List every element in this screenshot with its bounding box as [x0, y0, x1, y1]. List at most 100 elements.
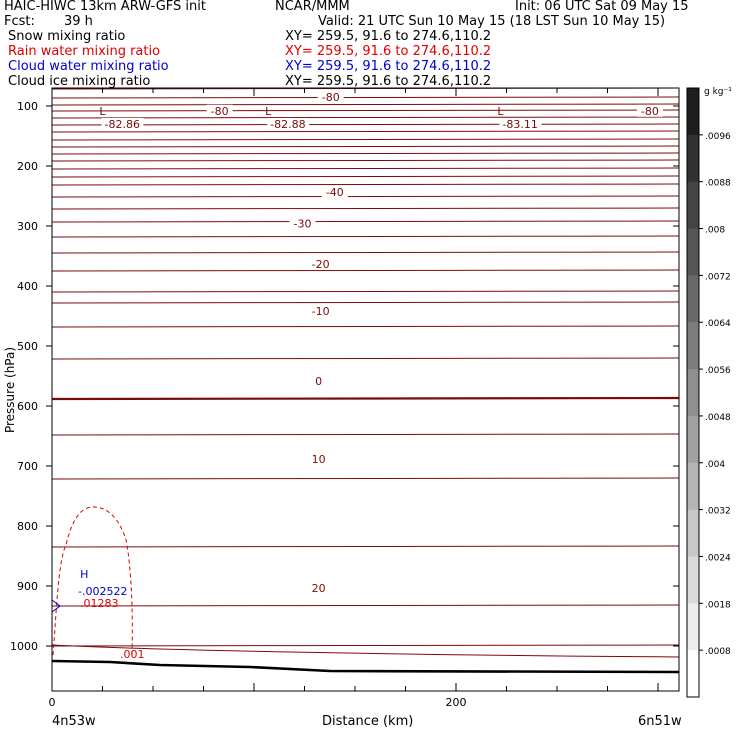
temperature-label: -10: [312, 305, 330, 318]
temperature-contour: [51, 644, 680, 647]
contour-label-bg: [317, 91, 344, 103]
field-snow-name: Snow mixing ratio: [8, 29, 126, 44]
colorbar-segment: [687, 415, 699, 464]
colorbar-tick-label: .004: [705, 460, 725, 470]
colorbar-segment: [687, 181, 699, 230]
temperature-label: 20: [312, 582, 326, 595]
cloud-water-max-value: -.002522: [78, 585, 127, 598]
temperature-contour: [51, 290, 680, 293]
x-tick-label: 0: [49, 696, 56, 709]
colorbar-tick-label: .0056: [705, 366, 731, 376]
fcst-value: 39 h: [64, 14, 93, 29]
temperature-label: -40: [326, 186, 344, 199]
temperature-contour: [51, 175, 680, 178]
minimum-value-bg: [267, 118, 310, 130]
temperature-contour: [51, 123, 680, 126]
temperature-contour: [51, 145, 680, 148]
temperature-label: -30: [293, 218, 311, 231]
temperature-label: 0: [315, 375, 322, 388]
colorbar-segment: [687, 650, 699, 698]
colorbar-tick-label: .0064: [705, 319, 731, 329]
colorbar-segment: [687, 369, 699, 417]
temperature-label: -20: [312, 258, 330, 271]
y-tick-label: 800: [17, 520, 38, 533]
temperature-contour: [51, 235, 680, 238]
field-cloudice-name: Cloud ice mixing ratio: [8, 74, 151, 89]
contour-label-bg: [206, 104, 233, 117]
rain-max-value: .01283: [80, 597, 119, 610]
cloud-water-contour: [51, 599, 61, 613]
y-tick-label: 100: [17, 100, 38, 113]
colorbar-tick-label: .0018: [705, 600, 731, 610]
field-snow-xy: XY= 259.5, 91.6 to 274.6,110.2: [285, 29, 492, 44]
temperature-contour: [51, 433, 680, 436]
temperature-contour: [51, 138, 680, 141]
high-symbol: H: [80, 568, 88, 581]
init-time: Init: 06 UTC Sat 09 May 15: [515, 0, 689, 14]
x-tick-label: 200: [446, 696, 467, 709]
y-tick-label: 200: [17, 160, 38, 173]
colorbar-segment: [687, 228, 699, 276]
rain-contour: [52, 506, 133, 657]
field-rain-name: Rain water mixing ratio: [8, 44, 161, 59]
plot-frame: [51, 87, 680, 692]
temperature-contour: [51, 269, 680, 272]
temperature-label: 10: [312, 453, 326, 466]
colorbar-tick-label: .0032: [705, 507, 731, 517]
temperature-contour: [51, 545, 680, 548]
field-cloudwater-name: Cloud water mixing ratio: [8, 59, 169, 74]
minimum-value-bg: [101, 118, 144, 130]
colorbar-segment: [687, 462, 699, 511]
contour-label-bg: [305, 374, 332, 387]
plot-title: HAIC-HIWC 13km ARW-GFS init: [4, 0, 206, 14]
contour-label-bg: [289, 217, 316, 230]
center-name: NCAR/MMM: [275, 0, 350, 14]
field-cloudwater-xy: XY= 259.5, 91.6 to 274.6,110.2: [285, 59, 492, 74]
low-value: -82.88: [270, 118, 305, 131]
temperature-contour: [51, 183, 680, 186]
low-symbol: L: [265, 105, 272, 118]
colorbar-tick-label: .0024: [705, 553, 731, 563]
colorbar-segment: [687, 509, 699, 557]
temperature-contour: [51, 167, 680, 170]
colorbar-unit: g kg⁻¹: [704, 87, 732, 97]
colorbar-tick-label: .0072: [705, 272, 731, 282]
temperature-contour: [51, 96, 680, 99]
y-tick-label: 500: [17, 340, 38, 353]
temperature-contour: [51, 103, 680, 106]
y-axis-title: Pressure (hPa): [3, 347, 17, 433]
colorbar-tick-label: .0088: [705, 179, 731, 189]
field-rain-xy: XY= 259.5, 91.6 to 274.6,110.2: [285, 44, 492, 59]
temperature-contour: [51, 116, 680, 119]
temperature-contour: [51, 251, 680, 254]
colorbar-segment: [687, 603, 699, 651]
low-value: -83.11: [502, 118, 537, 131]
temperature-label: -80: [211, 105, 229, 118]
y-tick-label: 600: [17, 400, 38, 413]
temperature-contour: [51, 604, 680, 607]
right-point-label: 6n51w: [638, 714, 682, 729]
temperature-contour: [51, 109, 680, 112]
temperature-contour: [51, 159, 680, 162]
temperature-label: -80: [641, 105, 659, 118]
colorbar-tick-label: .0096: [705, 132, 731, 142]
y-tick-label: 900: [17, 580, 38, 593]
valid-time: Valid: 21 UTC Sun 10 May 15 (18 LST Sun …: [318, 14, 666, 29]
temperature-contour: [51, 152, 680, 155]
x-axis-title: Distance (km): [322, 714, 414, 729]
temperature-contour: [51, 195, 680, 198]
temperature-contour: [51, 301, 680, 304]
temperature-contour: [51, 396, 680, 401]
colorbar-segment: [687, 88, 699, 136]
contour-label-bg: [321, 185, 348, 198]
temperature-contour: [51, 130, 680, 133]
temperature-contour: [51, 220, 680, 223]
colorbar-segment: [687, 275, 699, 323]
low-value: -82.86: [105, 118, 140, 131]
left-point-label: 4n53w: [52, 714, 96, 729]
temperature-contour: [51, 477, 680, 480]
colorbar-tick-label: .0008: [705, 647, 731, 657]
temperature-contour: [51, 357, 680, 360]
fcst-label: Fcst:: [4, 14, 35, 29]
